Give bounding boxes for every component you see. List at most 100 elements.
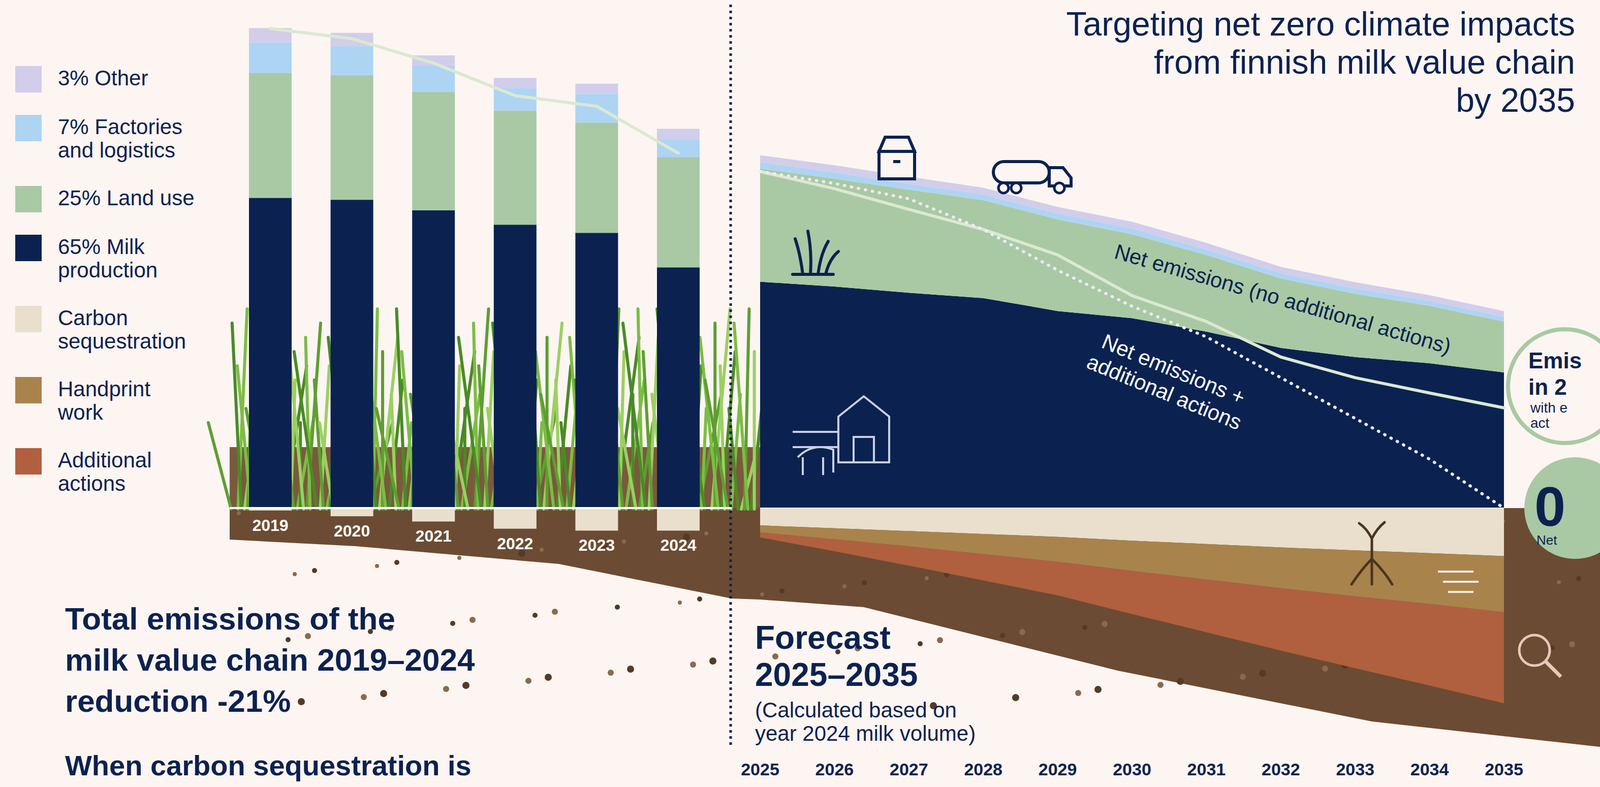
text-line: When carbon sequestration is [65, 749, 472, 782]
text-line: Net [1536, 532, 1558, 548]
grass-blade [540, 394, 564, 510]
text-line: actions [57, 471, 126, 496]
grass-blade [705, 380, 729, 510]
text-line: 2023 [578, 536, 615, 555]
text-line: sequestration [57, 329, 186, 354]
soil-grain [1157, 681, 1164, 688]
x-tick-label: 2026 [815, 759, 855, 779]
soil-grain [842, 584, 847, 589]
area-band [760, 162, 1504, 322]
net-line [270, 28, 679, 153]
soil-grain [689, 661, 697, 668]
x-tick-label: 2035 [1484, 759, 1524, 779]
soil-grain [861, 580, 867, 586]
bar-segment [575, 83, 618, 94]
bar-segment [248, 42, 292, 74]
soil-grain [677, 600, 682, 605]
soil-grain [924, 576, 929, 581]
icon-magnifier [1519, 635, 1550, 666]
bar-segment [412, 508, 455, 522]
icon-wheel [1054, 182, 1065, 194]
soil-grain [704, 531, 709, 536]
soil-grain [374, 563, 380, 569]
soil-grain [462, 681, 470, 689]
bar-segment [493, 87, 537, 111]
annotation: Net [1536, 532, 1558, 548]
area-band [760, 154, 1504, 317]
text-line: act [1530, 415, 1550, 431]
grass-blade [617, 408, 637, 510]
text-line: 2035 [1484, 759, 1524, 779]
soil-grain [539, 547, 544, 552]
text-line: production [57, 258, 158, 282]
bar-segment [412, 91, 455, 211]
icons [792, 137, 1561, 677]
text-line: Handprint [57, 377, 151, 401]
bar-segment [248, 197, 292, 509]
title: Total emissions of themilk value chain 2… [65, 601, 476, 719]
icon-magnifier [1545, 661, 1561, 677]
line-label: Net emissions +additional actions [1083, 326, 1254, 435]
soil-grain [236, 511, 241, 516]
zero-line [229, 507, 732, 510]
x-tick-label: 2030 [1112, 759, 1152, 779]
text-line: 25% Land use [57, 185, 195, 210]
subtitle: Forecast2025–2035 [755, 619, 918, 694]
text-line: Carbon [57, 305, 129, 330]
x-tick-label: 2023 [578, 536, 615, 555]
bar-segment [656, 508, 700, 531]
legend-swatch [15, 305, 42, 333]
text-line: 3% Other [57, 66, 148, 90]
soil [229, 508, 1600, 747]
soil-grain [1075, 689, 1082, 697]
icon-wheel [1011, 182, 1022, 194]
bar-segment [493, 110, 537, 226]
soil-grain [626, 665, 635, 673]
soil-grain [285, 637, 291, 643]
zero-line [760, 507, 1504, 509]
icon-wheel [998, 182, 1009, 194]
grass-blade [734, 323, 748, 510]
text-line: 2026 [815, 759, 855, 779]
text-line: 2020 [333, 521, 370, 541]
soil-grain [607, 669, 614, 676]
icon-roots [1351, 522, 1393, 585]
grass-blade [458, 337, 482, 510]
soil-grain [1569, 641, 1576, 648]
callout-circle [1524, 457, 1600, 559]
bar-segment [656, 157, 700, 268]
text-line: (Calculated based on [755, 698, 957, 723]
infographic: 2019202020212022202320242025202620272028… [0, 0, 1600, 787]
subtitle: When carbon sequestration is [65, 749, 472, 782]
text-line: from finnish milk value chain [1153, 43, 1576, 81]
text-line: in 2 [1528, 374, 1567, 400]
grass-blade [753, 351, 757, 510]
text-line: 0 [1534, 475, 1566, 538]
bar-segment [575, 122, 618, 233]
soil-grain [709, 657, 717, 665]
icon-truck [993, 161, 1050, 183]
annotation: 0 [1534, 475, 1566, 538]
icon-barn [792, 396, 890, 463]
net-line [760, 171, 1504, 509]
legend-label: Additionalactions [57, 448, 152, 496]
callout-circle [1508, 329, 1600, 444]
icon-carton [879, 151, 915, 179]
text-line: additional actions [1083, 349, 1245, 435]
grass-blade [396, 308, 406, 510]
background [0, 0, 1600, 787]
legend-label: Handprintwork [57, 377, 151, 425]
soil-grain [525, 677, 532, 684]
text-line: 7% Factories [57, 114, 183, 139]
bar-segment [330, 199, 374, 509]
soil-grain [1019, 629, 1026, 636]
text-line: Total emissions of the [65, 601, 396, 637]
soil-grain [311, 568, 318, 574]
x-tick-label: 2031 [1187, 759, 1227, 779]
x-tick-label: 2027 [889, 759, 929, 779]
soil-grain [380, 689, 388, 698]
text-line: Net emissions (no additional actions) [1111, 239, 1454, 359]
grass-blade [237, 365, 252, 510]
legend-label: 65% Milkproduction [57, 234, 158, 282]
legend-label: 7% Factoriesand logistics [57, 114, 183, 163]
